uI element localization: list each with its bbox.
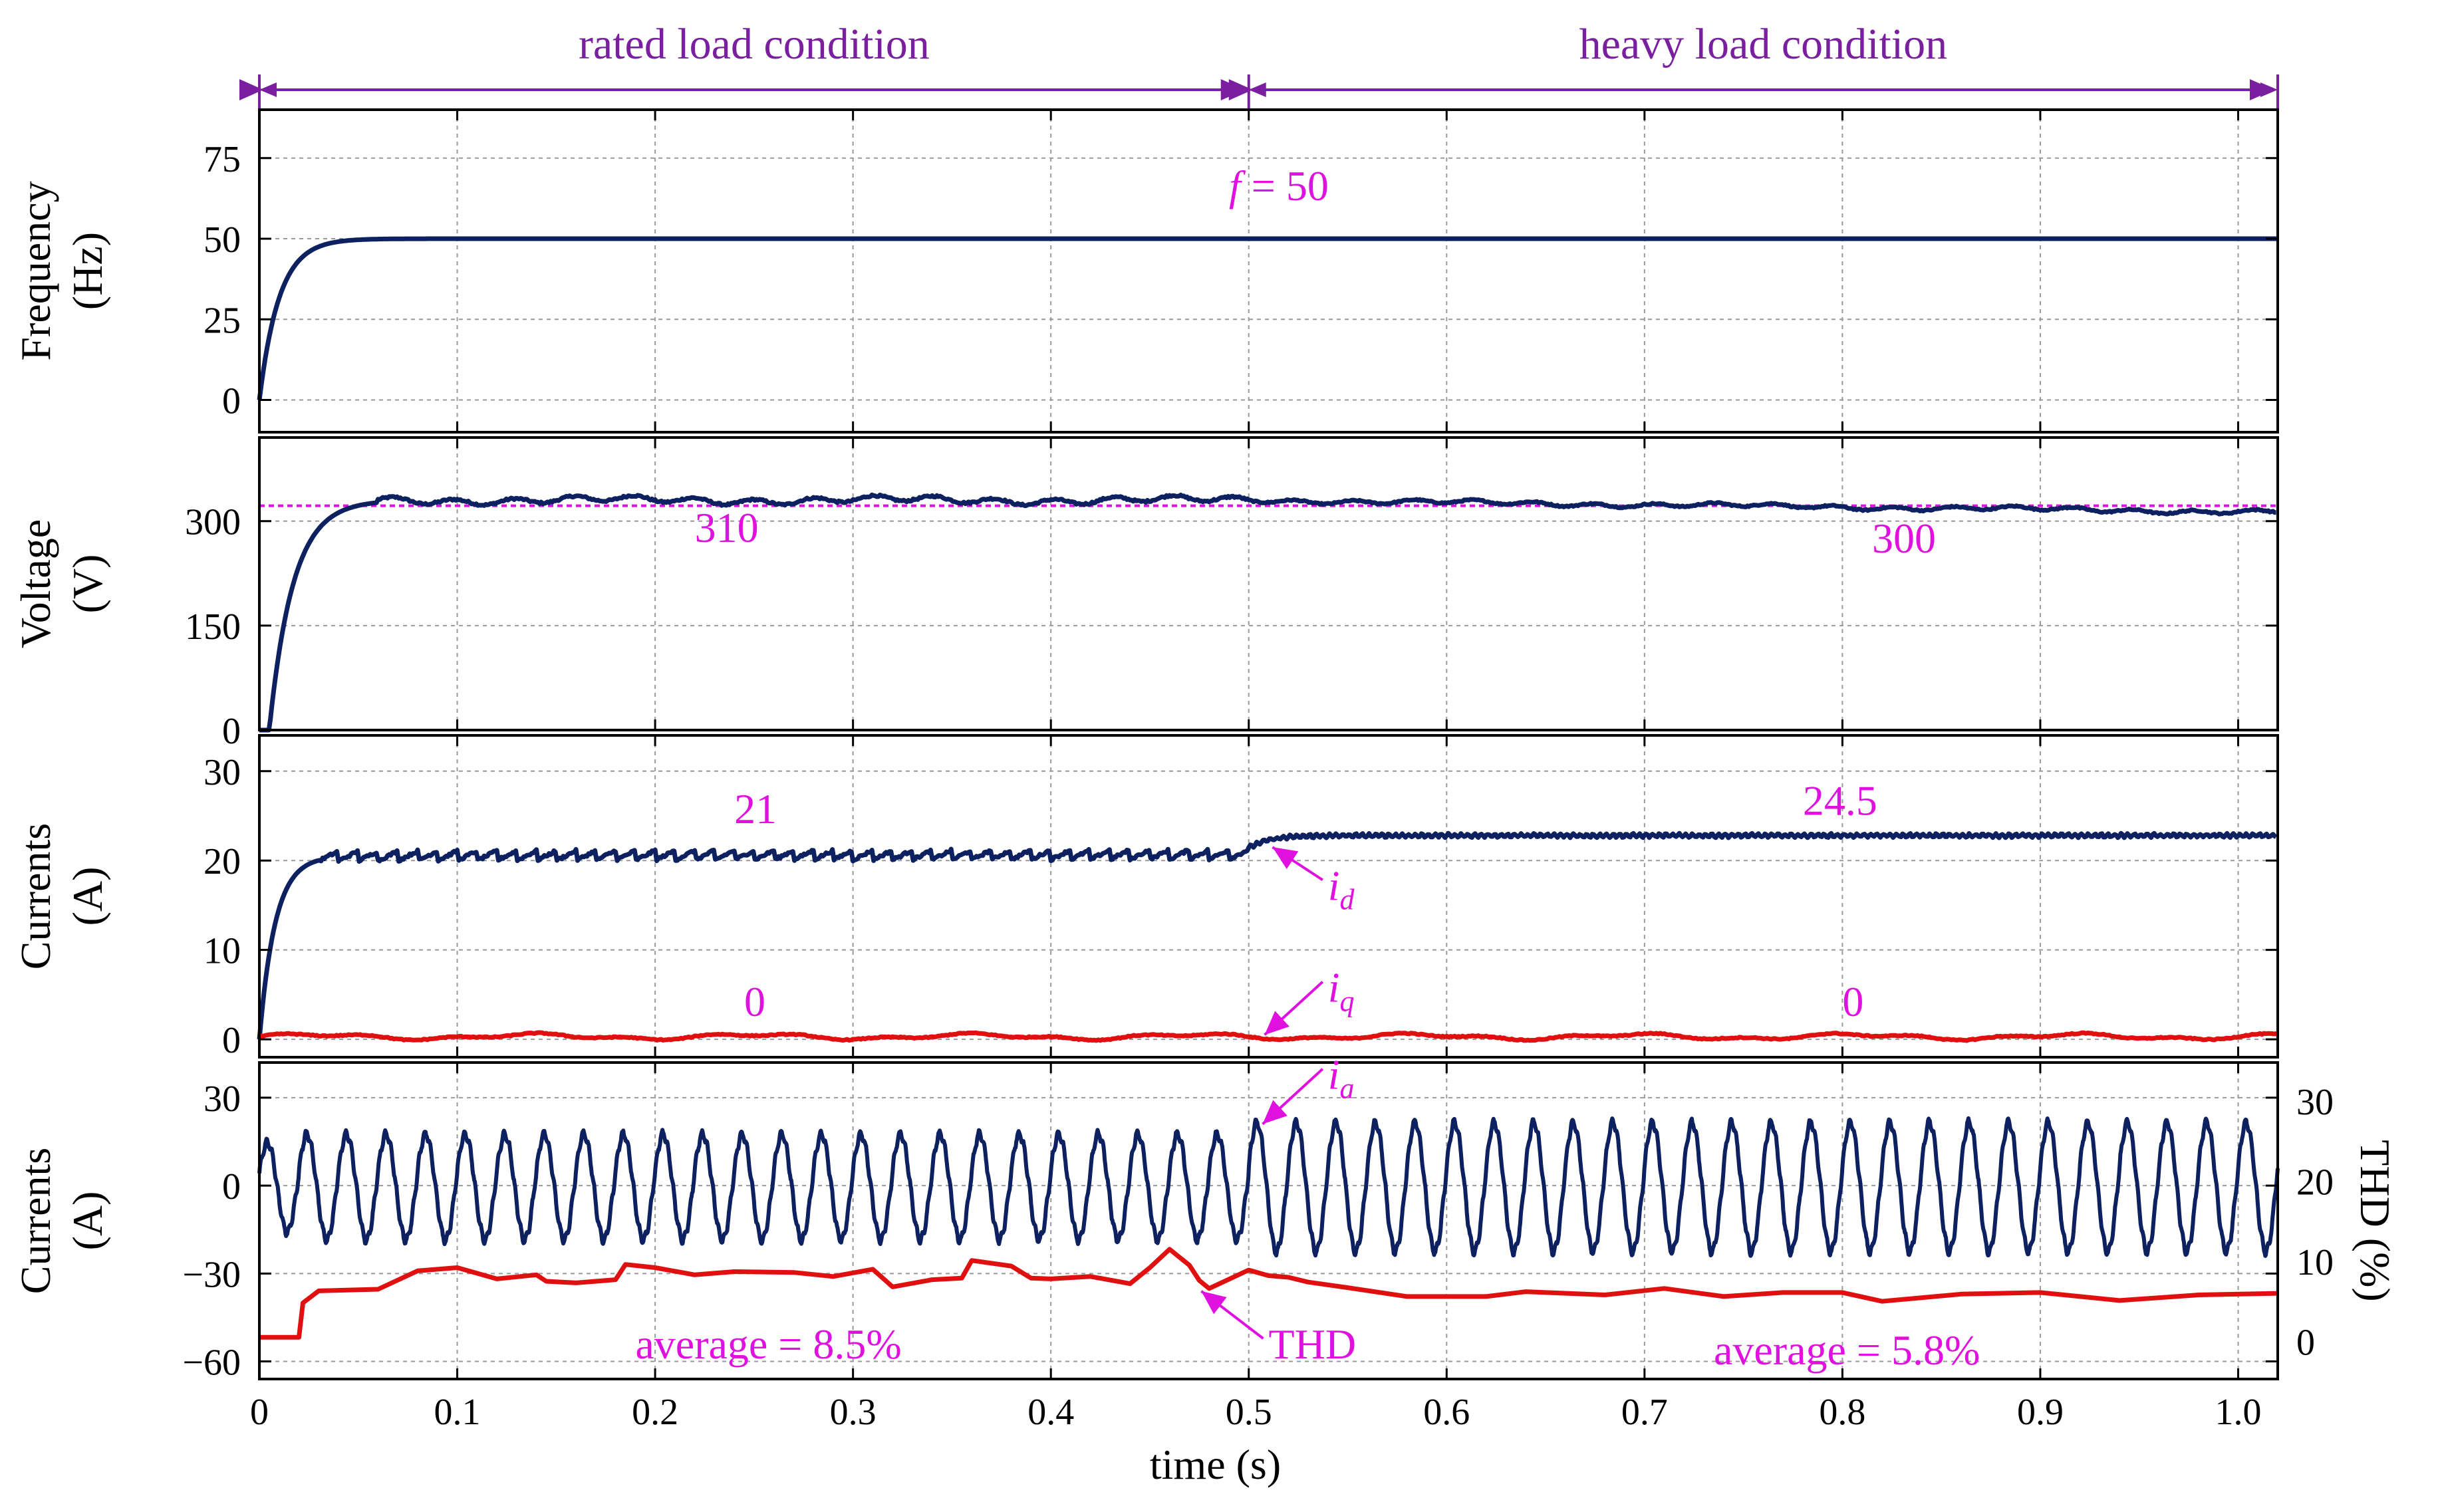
condition-label-1: heavy load condition (1579, 20, 1948, 68)
ylabel-line-voltage-1: (V) (64, 555, 111, 614)
panel-frame-frequency (258, 108, 2279, 434)
condition-arrowhead-right-1 (2260, 82, 2278, 97)
annotation-currents_dq-1: 24.5 (1803, 777, 1877, 824)
ylabel-line-currents_abc_thd-1: (A) (64, 1192, 111, 1251)
ylabel-line-currents_abc_thd-0: Currents (12, 1148, 59, 1294)
annotation-currents_abc_thd-0: average = 8.5% (635, 1321, 901, 1368)
condition-arrowhead-left-0 (259, 82, 277, 97)
annotation-text-currents_abc_thd-2: THD (1269, 1321, 1357, 1368)
ytick-right-label-currents_abc_thd-1: 10 (2296, 1242, 2334, 1283)
annotation-text-voltage-0: 310 (695, 504, 759, 551)
xtick-label-2: 0.2 (632, 1392, 678, 1433)
xtick-label-0: 0 (250, 1392, 269, 1433)
annotation-text-currents_dq-2: 0 (744, 978, 765, 1025)
condition-label-0: rated load condition (579, 20, 930, 68)
ytick-label-frequency-2: 50 (203, 219, 241, 261)
annotation-text-voltage-1: 300 (1872, 515, 1936, 562)
series-voltage-voltage (258, 492, 2277, 733)
condition-arrowhead-right-0 (1231, 82, 1249, 97)
annotation-voltage-0: 310 (695, 504, 759, 551)
ytick-right-label-currents_abc_thd-2: 20 (2296, 1162, 2334, 1203)
ylabel-voltage: Voltage (V) (12, 519, 111, 648)
series-currents_abc_thd-THD (259, 1247, 2278, 1340)
annotation-text-currents_abc_thd-0: average = 8.5% (635, 1321, 901, 1368)
annotation-currents_abc_thd-3: ia (1328, 1051, 1355, 1105)
ylabel-currents_dq: Currents (A) (12, 823, 111, 969)
ylabel-line-frequency-0: Frequency (12, 181, 59, 360)
ytick-label-frequency-3: 75 (203, 139, 241, 180)
ytick-label-voltage-2: 300 (185, 502, 241, 543)
series-currents_abc_thd-i_a (257, 1116, 2280, 1258)
panel-frame-currents_dq (258, 734, 2279, 1059)
annotation-italic-currents_abc_thd-3: i (1328, 1051, 1340, 1098)
ytick-label-frequency-1: 25 (203, 300, 241, 341)
ytick-label-currents_abc_thd-1: 0 (222, 1166, 241, 1207)
panel-frame-currents_abc_thd (258, 1061, 2279, 1380)
xtick-label-7: 0.7 (1621, 1392, 1668, 1433)
ytick-label-voltage-0: 0 (222, 711, 241, 752)
xtick-label-5: 0.5 (1226, 1392, 1272, 1433)
annotation-arrow-currents_dq-4 (1272, 846, 1323, 882)
series-currents_dq-i_d (257, 830, 2278, 1040)
ytick-label-currents_abc_thd-2: −30 (182, 1254, 241, 1295)
ylabel-currents_abc_thd: Currents (A) (12, 1148, 111, 1294)
annotation-arrow-currents_abc_thd-2 (1200, 1290, 1264, 1340)
ylabel-right-currents_abc_thd: THD (%) (2352, 1140, 2399, 1301)
xtick-label-6: 0.6 (1423, 1392, 1470, 1433)
ytick-label-voltage-1: 150 (185, 606, 241, 648)
annotation-text-frequency-0: = 50 (1241, 162, 1329, 209)
ylabel-line-currents_dq-0: Currents (12, 823, 59, 969)
annotation-italic-currents_dq-4: i (1328, 862, 1340, 909)
annotation-sub-currents_dq-5: q (1340, 985, 1355, 1018)
annotation-currents_dq-3: 0 (1842, 978, 1863, 1025)
annotation-currents_dq-5: iq (1328, 964, 1355, 1018)
ytick-label-currents_dq-3: 30 (203, 752, 241, 793)
xtick-label-3: 0.3 (830, 1392, 877, 1433)
annotation-arrow-currents_abc_thd-3 (1262, 1068, 1324, 1126)
x-axis-title: time (s) (1150, 1441, 1281, 1488)
xtick-label-1: 0.1 (434, 1392, 481, 1433)
ylabel-frequency: Frequency (Hz) (12, 181, 111, 360)
xtick-label-10: 1.0 (2215, 1392, 2261, 1433)
annotation-italic-currents_dq-5: i (1328, 964, 1340, 1011)
series-frequency-f (257, 236, 2278, 400)
xtick-label-9: 0.9 (2017, 1392, 2064, 1433)
annotation-sub-currents_dq-4: d (1340, 883, 1355, 916)
annotation-frequency-0: f = 50 (1229, 162, 1329, 209)
annotation-currents_dq-2: 0 (744, 978, 765, 1025)
series-currents_dq-i_q (258, 1030, 2279, 1043)
ytick-label-currents_abc_thd-0: 30 (203, 1078, 241, 1120)
annotation-currents_abc_thd-1: average = 5.8% (1714, 1326, 1980, 1374)
annotation-voltage-1: 300 (1872, 515, 1936, 562)
ytick-right-label-currents_abc_thd-3: 30 (2296, 1082, 2334, 1123)
ylabel-line-currents_dq-1: (A) (64, 867, 111, 926)
xtick-label-8: 0.8 (1819, 1392, 1865, 1433)
annotation-currents_dq-4: id (1328, 862, 1355, 916)
annotation-text-currents_dq-3: 0 (1842, 978, 1863, 1025)
ytick-label-currents_dq-0: 0 (222, 1020, 241, 1061)
condition-arrowhead-left-1 (1248, 82, 1266, 97)
ytick-right-label-currents_abc_thd-0: 0 (2296, 1322, 2315, 1363)
annotation-currents_dq-0: 21 (734, 785, 777, 832)
ytick-label-currents_dq-2: 20 (203, 841, 241, 882)
xtick-label-4: 0.4 (1027, 1392, 1074, 1433)
ytick-label-currents_dq-1: 10 (203, 931, 241, 972)
ylabel-line-voltage-0: Voltage (12, 519, 59, 648)
ytick-label-currents_abc_thd-3: −60 (182, 1342, 241, 1384)
ytick-label-frequency-0: 0 (222, 381, 241, 422)
panel-frame-voltage (258, 436, 2279, 731)
annotation-arrow-currents_dq-5 (1264, 981, 1324, 1036)
annotation-text-currents_dq-0: 21 (734, 785, 777, 832)
ylabel-line-frequency-1: (Hz) (64, 232, 111, 310)
annotation-text-currents_abc_thd-1: average = 5.8% (1714, 1326, 1980, 1374)
annotation-text-currents_dq-1: 24.5 (1803, 777, 1877, 824)
annotation-sub-currents_abc_thd-3: a (1340, 1072, 1355, 1105)
annotation-currents_abc_thd-2: THD (1269, 1321, 1357, 1368)
